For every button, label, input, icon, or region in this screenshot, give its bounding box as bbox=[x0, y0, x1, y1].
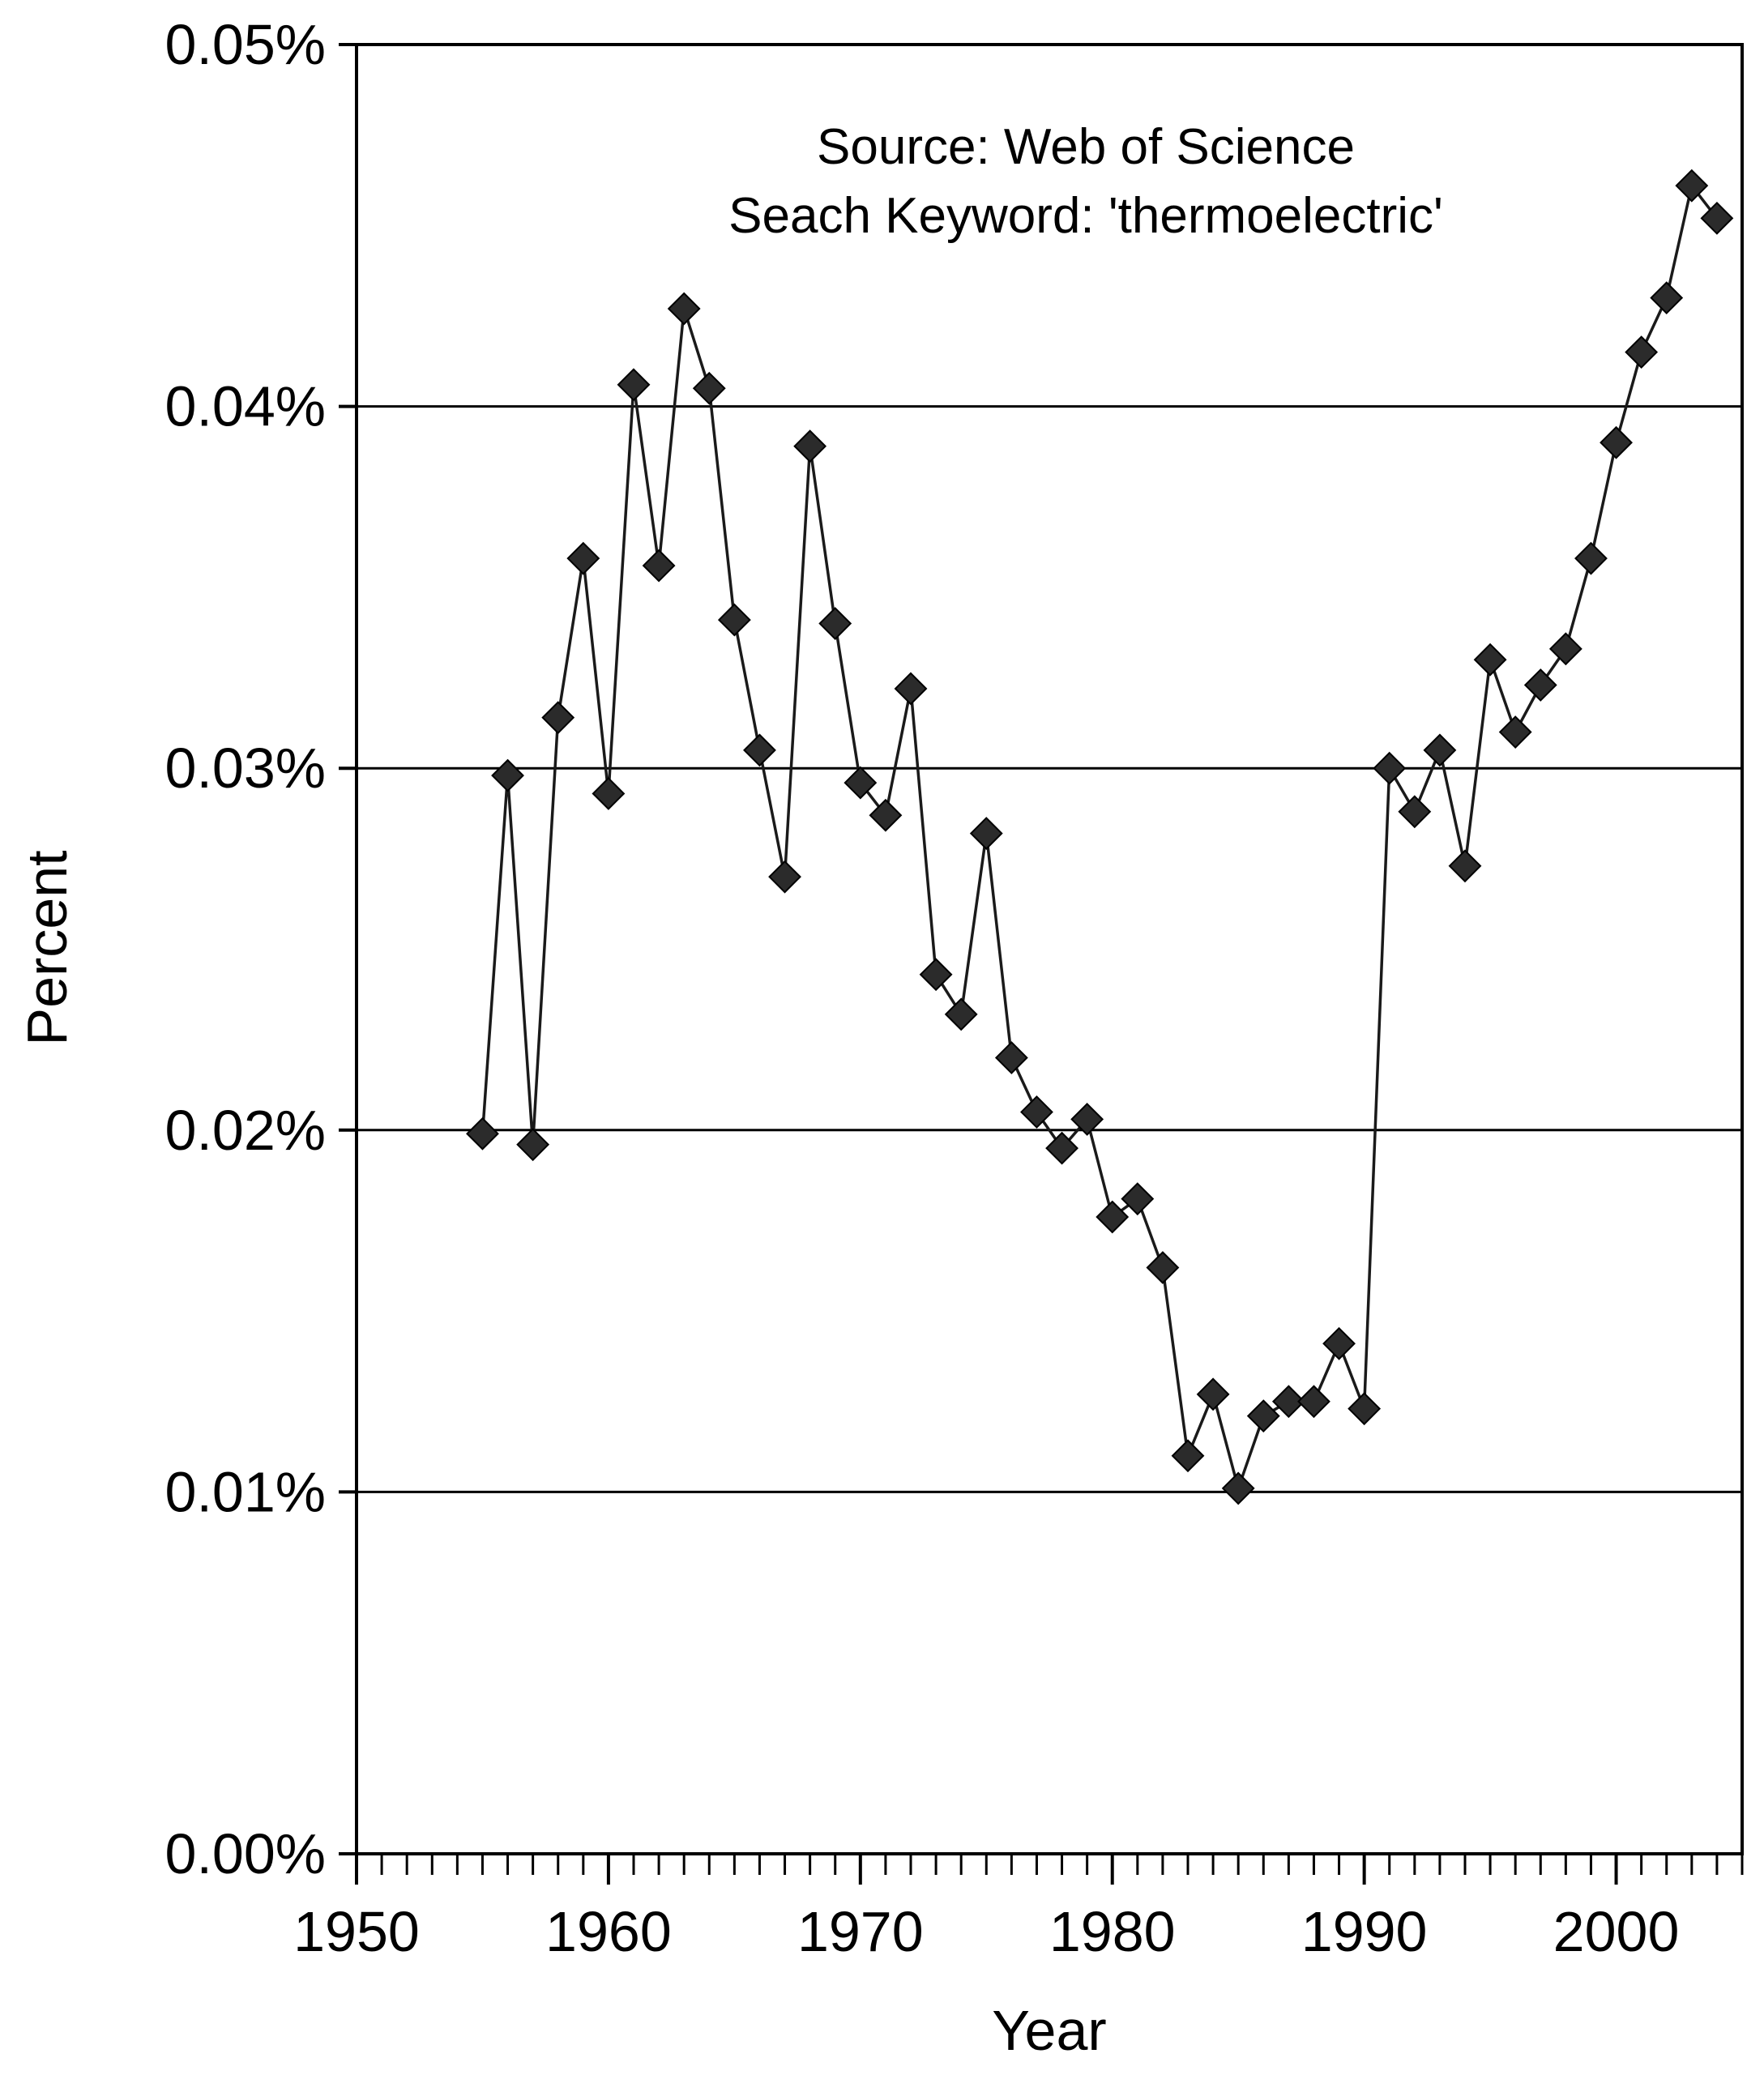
data-point-1995 bbox=[1473, 643, 1507, 677]
data-point-1977 bbox=[1020, 1095, 1053, 1129]
data-point-1990 bbox=[1348, 1392, 1382, 1426]
y-tick-label-0: 0.00% bbox=[165, 1822, 326, 1885]
data-point-1958 bbox=[541, 701, 575, 735]
data-point-1981 bbox=[1121, 1182, 1155, 1216]
data-point-1985 bbox=[1221, 1471, 1255, 1505]
data-point-1987 bbox=[1271, 1385, 1305, 1419]
data-point-1978 bbox=[1045, 1131, 1078, 1165]
data-point-2001 bbox=[1625, 335, 1659, 369]
y-tick-label-1: 0.01% bbox=[165, 1460, 326, 1523]
data-point-1959 bbox=[566, 541, 600, 575]
y-tick-label-2: 0.02% bbox=[165, 1099, 326, 1162]
series-thermoelectric bbox=[466, 169, 1734, 1505]
data-point-1969 bbox=[818, 607, 852, 640]
data-point-2003 bbox=[1675, 169, 1709, 203]
data-point-1976 bbox=[994, 1041, 1028, 1074]
data-point-2004 bbox=[1700, 201, 1734, 235]
data-point-1998 bbox=[1548, 632, 1582, 666]
annotation-keyword: Seach Keyword: 'thermoelectric' bbox=[728, 188, 1443, 244]
x-axis-title: Year bbox=[992, 1999, 1106, 2062]
data-point-1965 bbox=[717, 603, 751, 637]
data-point-1997 bbox=[1523, 668, 1557, 702]
x-tick-label-2: 1970 bbox=[797, 1900, 924, 1963]
data-point-1993 bbox=[1423, 733, 1457, 767]
data-point-1956 bbox=[491, 758, 524, 792]
x-tick-label-4: 1990 bbox=[1301, 1900, 1428, 1963]
x-axis-ticks: 1950 1960 1970 1980 1990 2000 bbox=[293, 1854, 1744, 1963]
data-point-1966 bbox=[743, 733, 776, 767]
y-tick-label-5: 0.05% bbox=[165, 13, 326, 76]
data-point-2000 bbox=[1600, 425, 1633, 459]
x-tick-label-0: 1950 bbox=[293, 1900, 420, 1963]
data-point-1983 bbox=[1171, 1439, 1205, 1473]
data-point-1962 bbox=[642, 549, 676, 583]
data-point-2002 bbox=[1650, 281, 1684, 315]
data-point-1989 bbox=[1322, 1326, 1356, 1360]
data-point-1971 bbox=[869, 798, 903, 832]
data-point-1967 bbox=[768, 860, 801, 894]
annotation-source: Source: Web of Science bbox=[817, 119, 1355, 175]
data-point-1957 bbox=[516, 1128, 550, 1162]
data-point-1984 bbox=[1196, 1377, 1230, 1411]
series-line bbox=[481, 184, 1719, 1490]
plot-frame bbox=[355, 43, 1744, 1855]
data-point-1986 bbox=[1246, 1399, 1280, 1433]
data-point-1999 bbox=[1574, 541, 1608, 575]
data-point-1994 bbox=[1448, 849, 1482, 883]
y-axis-ticks: 0.00% 0.01% 0.02% 0.03% 0.04% 0.05% bbox=[165, 13, 357, 1885]
data-point-1974 bbox=[944, 997, 978, 1031]
data-point-1961 bbox=[617, 368, 651, 402]
data-point-1975 bbox=[969, 817, 1003, 851]
data-point-1988 bbox=[1297, 1385, 1330, 1419]
data-point-1970 bbox=[844, 766, 878, 800]
data-point-1992 bbox=[1398, 795, 1432, 829]
y-tick-label-4: 0.04% bbox=[165, 375, 326, 438]
data-point-1968 bbox=[793, 429, 827, 463]
data-point-1991 bbox=[1373, 751, 1407, 785]
y-axis-title: Percent bbox=[15, 850, 79, 1045]
data-point-1955 bbox=[466, 1116, 499, 1151]
data-point-1982 bbox=[1146, 1251, 1180, 1284]
data-point-1979 bbox=[1070, 1102, 1104, 1136]
data-point-1996 bbox=[1498, 715, 1532, 749]
x-tick-label-3: 1980 bbox=[1049, 1900, 1176, 1963]
y-tick-label-3: 0.03% bbox=[165, 736, 326, 800]
data-point-1960 bbox=[592, 777, 626, 810]
data-point-1964 bbox=[692, 371, 726, 405]
x-tick-label-1: 1960 bbox=[545, 1900, 672, 1963]
data-point-1963 bbox=[667, 292, 701, 326]
data-point-1972 bbox=[894, 672, 928, 706]
x-tick-label-5: 2000 bbox=[1553, 1900, 1680, 1963]
data-point-1973 bbox=[919, 958, 953, 992]
data-point-1980 bbox=[1096, 1200, 1130, 1234]
gridlines bbox=[357, 405, 1742, 1493]
